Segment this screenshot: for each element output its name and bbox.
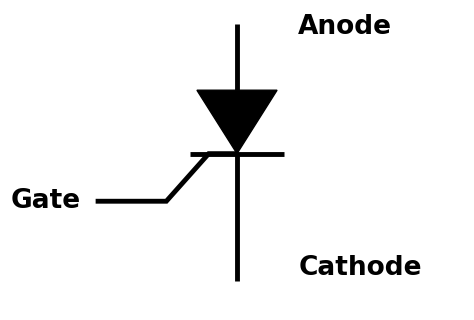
Text: Gate: Gate	[11, 188, 81, 214]
Polygon shape	[197, 90, 277, 154]
Text: Cathode: Cathode	[298, 255, 422, 281]
Text: Anode: Anode	[298, 14, 392, 40]
